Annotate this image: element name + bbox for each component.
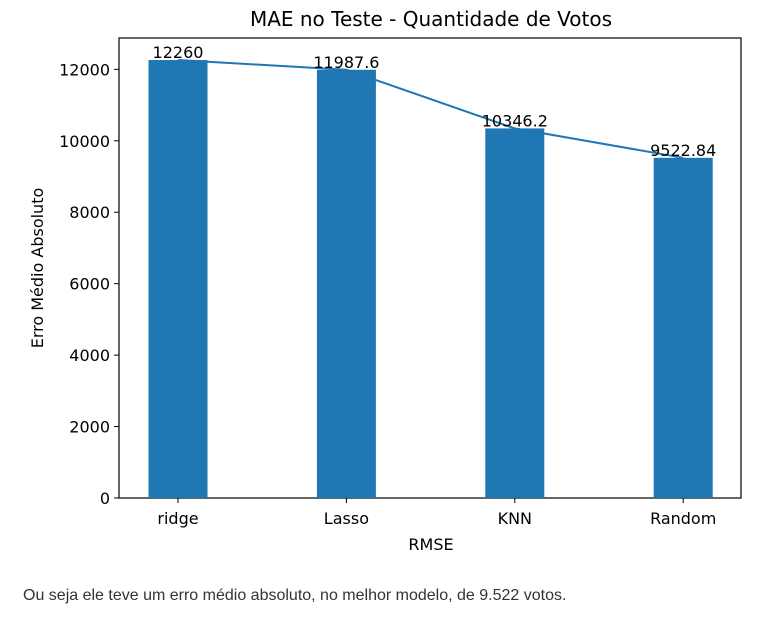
trend-line bbox=[177, 59, 684, 159]
y-tick-label-6000: 6000 bbox=[69, 275, 110, 294]
bar-knn bbox=[485, 128, 545, 498]
y-tick-label-2000: 2000 bbox=[69, 418, 110, 437]
bar-lasso bbox=[316, 69, 376, 499]
y-axis-label: Erro Médio Absoluto bbox=[28, 188, 47, 349]
y-tick-label-0: 0 bbox=[100, 489, 110, 508]
y-tick-label-4000: 4000 bbox=[69, 346, 110, 365]
data-label-random: 9522.84 bbox=[650, 141, 716, 160]
bar-random bbox=[653, 157, 713, 498]
x-axis: ridge Lasso KNN Random bbox=[157, 498, 716, 528]
data-label-ridge: 12260 bbox=[153, 43, 204, 62]
x-tick-label-random: Random bbox=[650, 509, 716, 528]
y-tick-label-10000: 10000 bbox=[59, 132, 110, 151]
plot-frame bbox=[118, 37, 742, 499]
x-tick-label-knn: KNN bbox=[498, 509, 532, 528]
mae-chart: MAE no Teste - Quantidade de Votos 12260… bbox=[28, 7, 742, 554]
caption-text: Ou seja ele teve um erro médio absoluto,… bbox=[23, 587, 567, 604]
x-tick-label-ridge: ridge bbox=[157, 509, 198, 528]
y-tick-label-12000: 12000 bbox=[59, 60, 110, 79]
bars-group bbox=[148, 60, 713, 499]
data-label-lasso: 11987.6 bbox=[313, 53, 379, 72]
y-axis: 0 2000 4000 6000 8000 10000 12000 bbox=[59, 60, 119, 508]
x-axis-label: RMSE bbox=[408, 535, 453, 554]
y-tick-label-8000: 8000 bbox=[69, 203, 110, 222]
chart-title: MAE no Teste - Quantidade de Votos bbox=[250, 7, 612, 31]
trend-line-group bbox=[177, 59, 684, 159]
data-label-knn: 10346.2 bbox=[482, 111, 548, 130]
x-tick-label-lasso: Lasso bbox=[324, 509, 369, 528]
bar-ridge bbox=[148, 60, 208, 499]
data-labels-group: 12260 11987.6 10346.2 9522.84 bbox=[153, 43, 717, 160]
